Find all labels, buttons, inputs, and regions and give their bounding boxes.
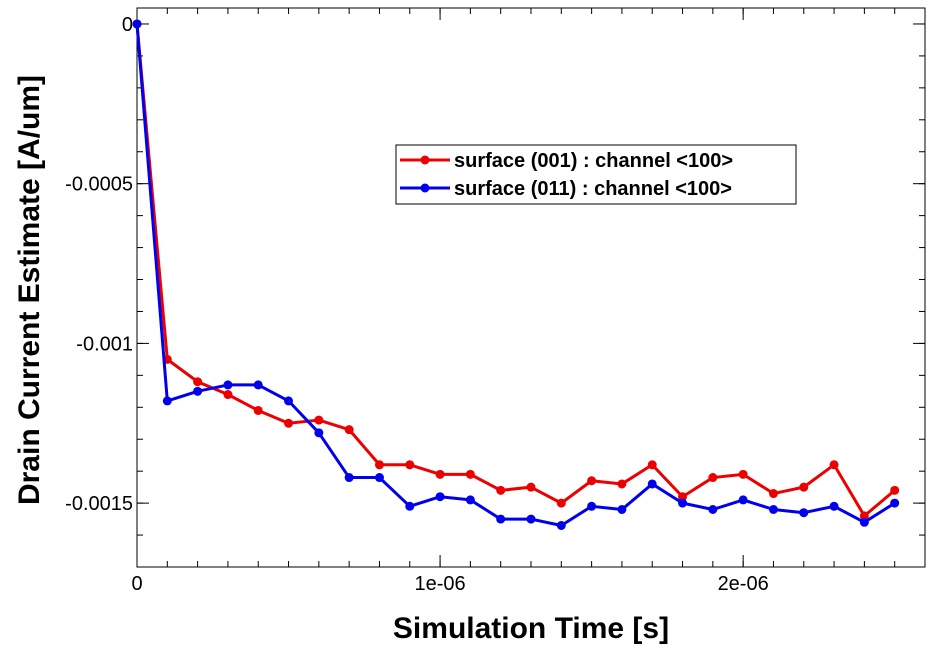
series-1-point <box>556 498 566 508</box>
series-2-point <box>799 508 809 518</box>
plot-area-frame <box>136 7 926 568</box>
series-1-point <box>829 460 839 470</box>
series-1-point <box>435 469 445 479</box>
x-tick-label: 1e-06 <box>414 573 465 595</box>
series-2-point <box>314 428 324 438</box>
series-2-point <box>587 501 597 511</box>
series-2-point <box>526 514 536 524</box>
series-1-point <box>526 482 536 492</box>
legend-label-series-2: surface (011) : channel <100> <box>454 178 732 200</box>
series-1-point <box>768 489 778 499</box>
series-2-point <box>465 495 475 505</box>
series-1-point <box>253 405 263 415</box>
series-2-point <box>738 495 748 505</box>
legend: surface (001) : channel <100> surface (0… <box>395 144 797 205</box>
series-2-point <box>617 505 627 515</box>
series-2-point <box>405 501 415 511</box>
series-2-point <box>708 505 718 515</box>
series-2-point <box>647 479 657 489</box>
legend-marker-series-2 <box>420 183 430 193</box>
series-line-2 <box>135 23 896 527</box>
x-tick-label: 2e-06 <box>718 573 769 595</box>
x-tick-label: 0 <box>131 573 142 595</box>
series-2-point <box>162 396 172 406</box>
series-1-point <box>314 415 324 425</box>
x-axis-ticks: 0 1e-06 2e-06 <box>131 8 926 595</box>
series-2-point <box>859 517 869 527</box>
y-tick-label: -0.0015 <box>65 493 133 515</box>
series-2-point <box>284 396 294 406</box>
legend-label-series-1: surface (001) : channel <100> <box>454 150 733 172</box>
x-axis-title: Simulation Time [s] <box>393 612 669 645</box>
series-1-point <box>617 479 627 489</box>
legend-box <box>395 144 797 205</box>
y-axis-ticks: 0 -0.0005 -0.001 -0.0015 <box>65 14 925 568</box>
series-1-point <box>193 377 203 387</box>
series-1-point <box>284 418 294 428</box>
series-layer <box>132 19 900 530</box>
series-2-point <box>132 19 142 29</box>
series-1-point <box>859 511 869 521</box>
series-2-point <box>768 505 778 515</box>
series-2-point <box>223 380 233 390</box>
series-1-point <box>405 460 415 470</box>
series-2-point <box>253 380 263 390</box>
series-2-point <box>556 520 566 530</box>
series-1-point <box>678 492 688 502</box>
series-1-point <box>587 476 597 486</box>
series-1-point <box>344 425 354 435</box>
series-1-point <box>890 485 900 495</box>
y-axis-title: Drain Current Estimate [A/um] <box>13 75 46 505</box>
series-1-point <box>647 460 657 470</box>
y-tick-label: 0 <box>122 14 133 36</box>
series-2-point <box>435 492 445 502</box>
series-1-point <box>708 473 718 483</box>
series-1-point <box>738 469 748 479</box>
series-line-1 <box>135 23 896 518</box>
series-2-point <box>829 501 839 511</box>
series-2-point <box>890 498 900 508</box>
series-1-point <box>374 460 384 470</box>
series-2-point <box>374 473 384 483</box>
series-2-point <box>678 498 688 508</box>
series-2-point <box>344 473 354 483</box>
series-1-point <box>223 390 233 400</box>
y-tick-label: -0.0005 <box>65 174 133 196</box>
series-2-point <box>496 514 506 524</box>
series-2-point <box>193 386 203 396</box>
legend-marker-series-1 <box>420 155 430 165</box>
series-1-point <box>799 482 809 492</box>
series-1-point <box>496 485 506 495</box>
y-tick-label: -0.001 <box>76 333 133 355</box>
series-1-point <box>465 469 475 479</box>
